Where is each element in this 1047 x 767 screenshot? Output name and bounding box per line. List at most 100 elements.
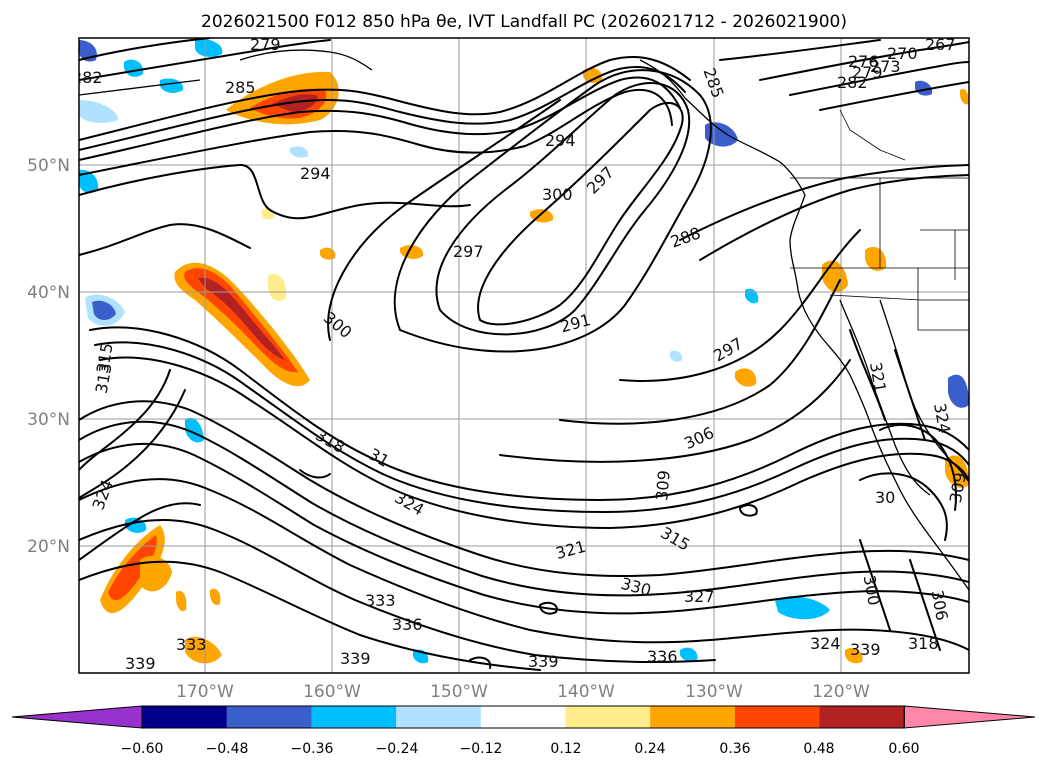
contour-label: 282: [837, 73, 868, 92]
ivt-negative-region: [915, 80, 933, 96]
contour-label: 282: [72, 68, 103, 87]
contour-label: 297: [453, 242, 484, 261]
ivt-positive-region: [268, 274, 287, 302]
lat-label: 50°N: [27, 156, 70, 176]
colorbar-segment: [396, 706, 482, 728]
latitude-labels: 50°N 40°N 30°N 20°N: [27, 156, 70, 557]
colorbar-segment: [142, 706, 228, 728]
ivt-negative-region: [79, 169, 99, 193]
map-panel: 279 282 285 294 294 297 300 297 285 270 …: [72, 35, 970, 674]
contour-label: 273: [870, 57, 901, 76]
contour-label: 339: [850, 640, 881, 659]
ivt-positive-region: [198, 277, 285, 360]
map-frame: [78, 37, 970, 674]
contour-label: 294: [300, 164, 331, 183]
state-border: [917, 268, 969, 331]
colorbar-segment: [734, 706, 821, 728]
lon-label: 130°W: [685, 682, 743, 702]
colorbar-segment: [311, 706, 397, 728]
contour-label: 279: [852, 63, 883, 82]
ivt-positive-region: [176, 590, 187, 612]
contour-label: 270: [887, 44, 918, 63]
lat-label: 30°N: [27, 410, 70, 430]
colorbar-tick-labels: −0.60 −0.48 −0.36 −0.24 −0.12 0.12 0.24 …: [121, 741, 920, 757]
lon-label: 140°W: [557, 682, 615, 702]
ivt-positive-region: [845, 647, 863, 664]
colorbar-tick: 0.36: [719, 741, 750, 757]
contour-labels: 279 282 285 294 294 297 300 297 285 270 …: [72, 35, 970, 673]
ivt-negative-region: [195, 38, 223, 57]
lon-label: 120°W: [812, 682, 870, 702]
contour-label: 339: [125, 654, 156, 673]
aleutian-coast: [79, 79, 201, 96]
gridlines: [79, 38, 969, 673]
ivt-negative-region: [670, 350, 683, 362]
contour-label: 294: [545, 131, 576, 150]
ivt-positive-region: [108, 535, 157, 601]
contour-label: 339: [340, 649, 371, 668]
ivt-positive-region: [272, 94, 318, 112]
colorbar-tick: 0.60: [888, 741, 919, 757]
ivt-negative-region: [680, 647, 698, 662]
ivt-positive-region: [140, 556, 172, 592]
us-mexico-border: [829, 294, 969, 301]
colorbar-tick: −0.60: [121, 741, 164, 757]
colorbar-segment: [565, 706, 651, 728]
contour-label: 267: [925, 35, 956, 54]
lon-label: 170°W: [176, 682, 234, 702]
lat-label: 40°N: [27, 283, 70, 303]
ivt-positive-region: [185, 636, 222, 664]
contour-label: 276: [848, 52, 879, 71]
ivt-positive-region: [865, 246, 887, 271]
colorbar: [11, 705, 1036, 729]
colorbar-frame: [141, 705, 905, 729]
colorbar-extend-high: [903, 705, 1036, 729]
colorbar-tick: −0.36: [291, 741, 334, 757]
coastlines: [79, 49, 969, 591]
colorbar-tick: −0.48: [206, 741, 249, 757]
ivt-negative-region: [92, 300, 116, 320]
colorbar-segment: [480, 706, 566, 728]
contour-label: 336: [392, 615, 423, 634]
contour-label: 279: [250, 35, 281, 54]
lon-label: 160°W: [303, 682, 361, 702]
colorbar-segment: [650, 706, 736, 728]
ivt-negative-region: [948, 374, 969, 408]
contour-label: 333: [176, 635, 207, 654]
colorbar-extend-low: [11, 705, 143, 729]
longitude-labels: 170°W 160°W 150°W 140°W 130°W 120°W: [176, 682, 870, 702]
baja-coast: [839, 299, 931, 496]
ivt-negative-region: [705, 122, 738, 147]
ivt-positive-region: [210, 588, 221, 606]
alaska-coast: [239, 49, 373, 71]
contour-label: 324: [810, 634, 841, 653]
ivt-positive-region: [960, 88, 969, 105]
contour-label: 309: [946, 471, 970, 504]
contour-label: 285: [225, 78, 256, 97]
ivt-negative-region: [160, 78, 184, 93]
alaska-canada-border: [839, 109, 906, 161]
contour-label: 327: [684, 587, 715, 606]
ivt-positive-region: [583, 67, 603, 83]
colorbar-segment: [226, 706, 312, 728]
lon-label: 150°W: [430, 682, 488, 702]
ivt-negative-region: [775, 596, 830, 620]
colorbar-segment: [819, 706, 905, 728]
colorbar-tick: −0.24: [376, 741, 419, 757]
contour-label: 318: [908, 634, 939, 653]
contour-label: 30: [875, 488, 895, 507]
colorbar-tick: −0.12: [460, 741, 503, 757]
theta-e-contours: [79, 38, 969, 671]
colorbar-tick: 0.48: [803, 741, 834, 757]
ivt-negative-region: [290, 146, 309, 158]
contour-label: 336: [647, 647, 678, 666]
north-america-coast: [639, 59, 969, 591]
lat-label: 20°N: [27, 537, 70, 557]
colorbar-tick: 0.12: [550, 741, 581, 757]
map-title: 2026021500 F012 850 hPa θe, IVT Landfall…: [201, 12, 847, 32]
contour-label: 333: [365, 591, 396, 610]
ivt-negative-region: [79, 100, 118, 123]
contour-label: 300: [542, 185, 573, 204]
colorbar-tick: 0.24: [634, 741, 665, 757]
